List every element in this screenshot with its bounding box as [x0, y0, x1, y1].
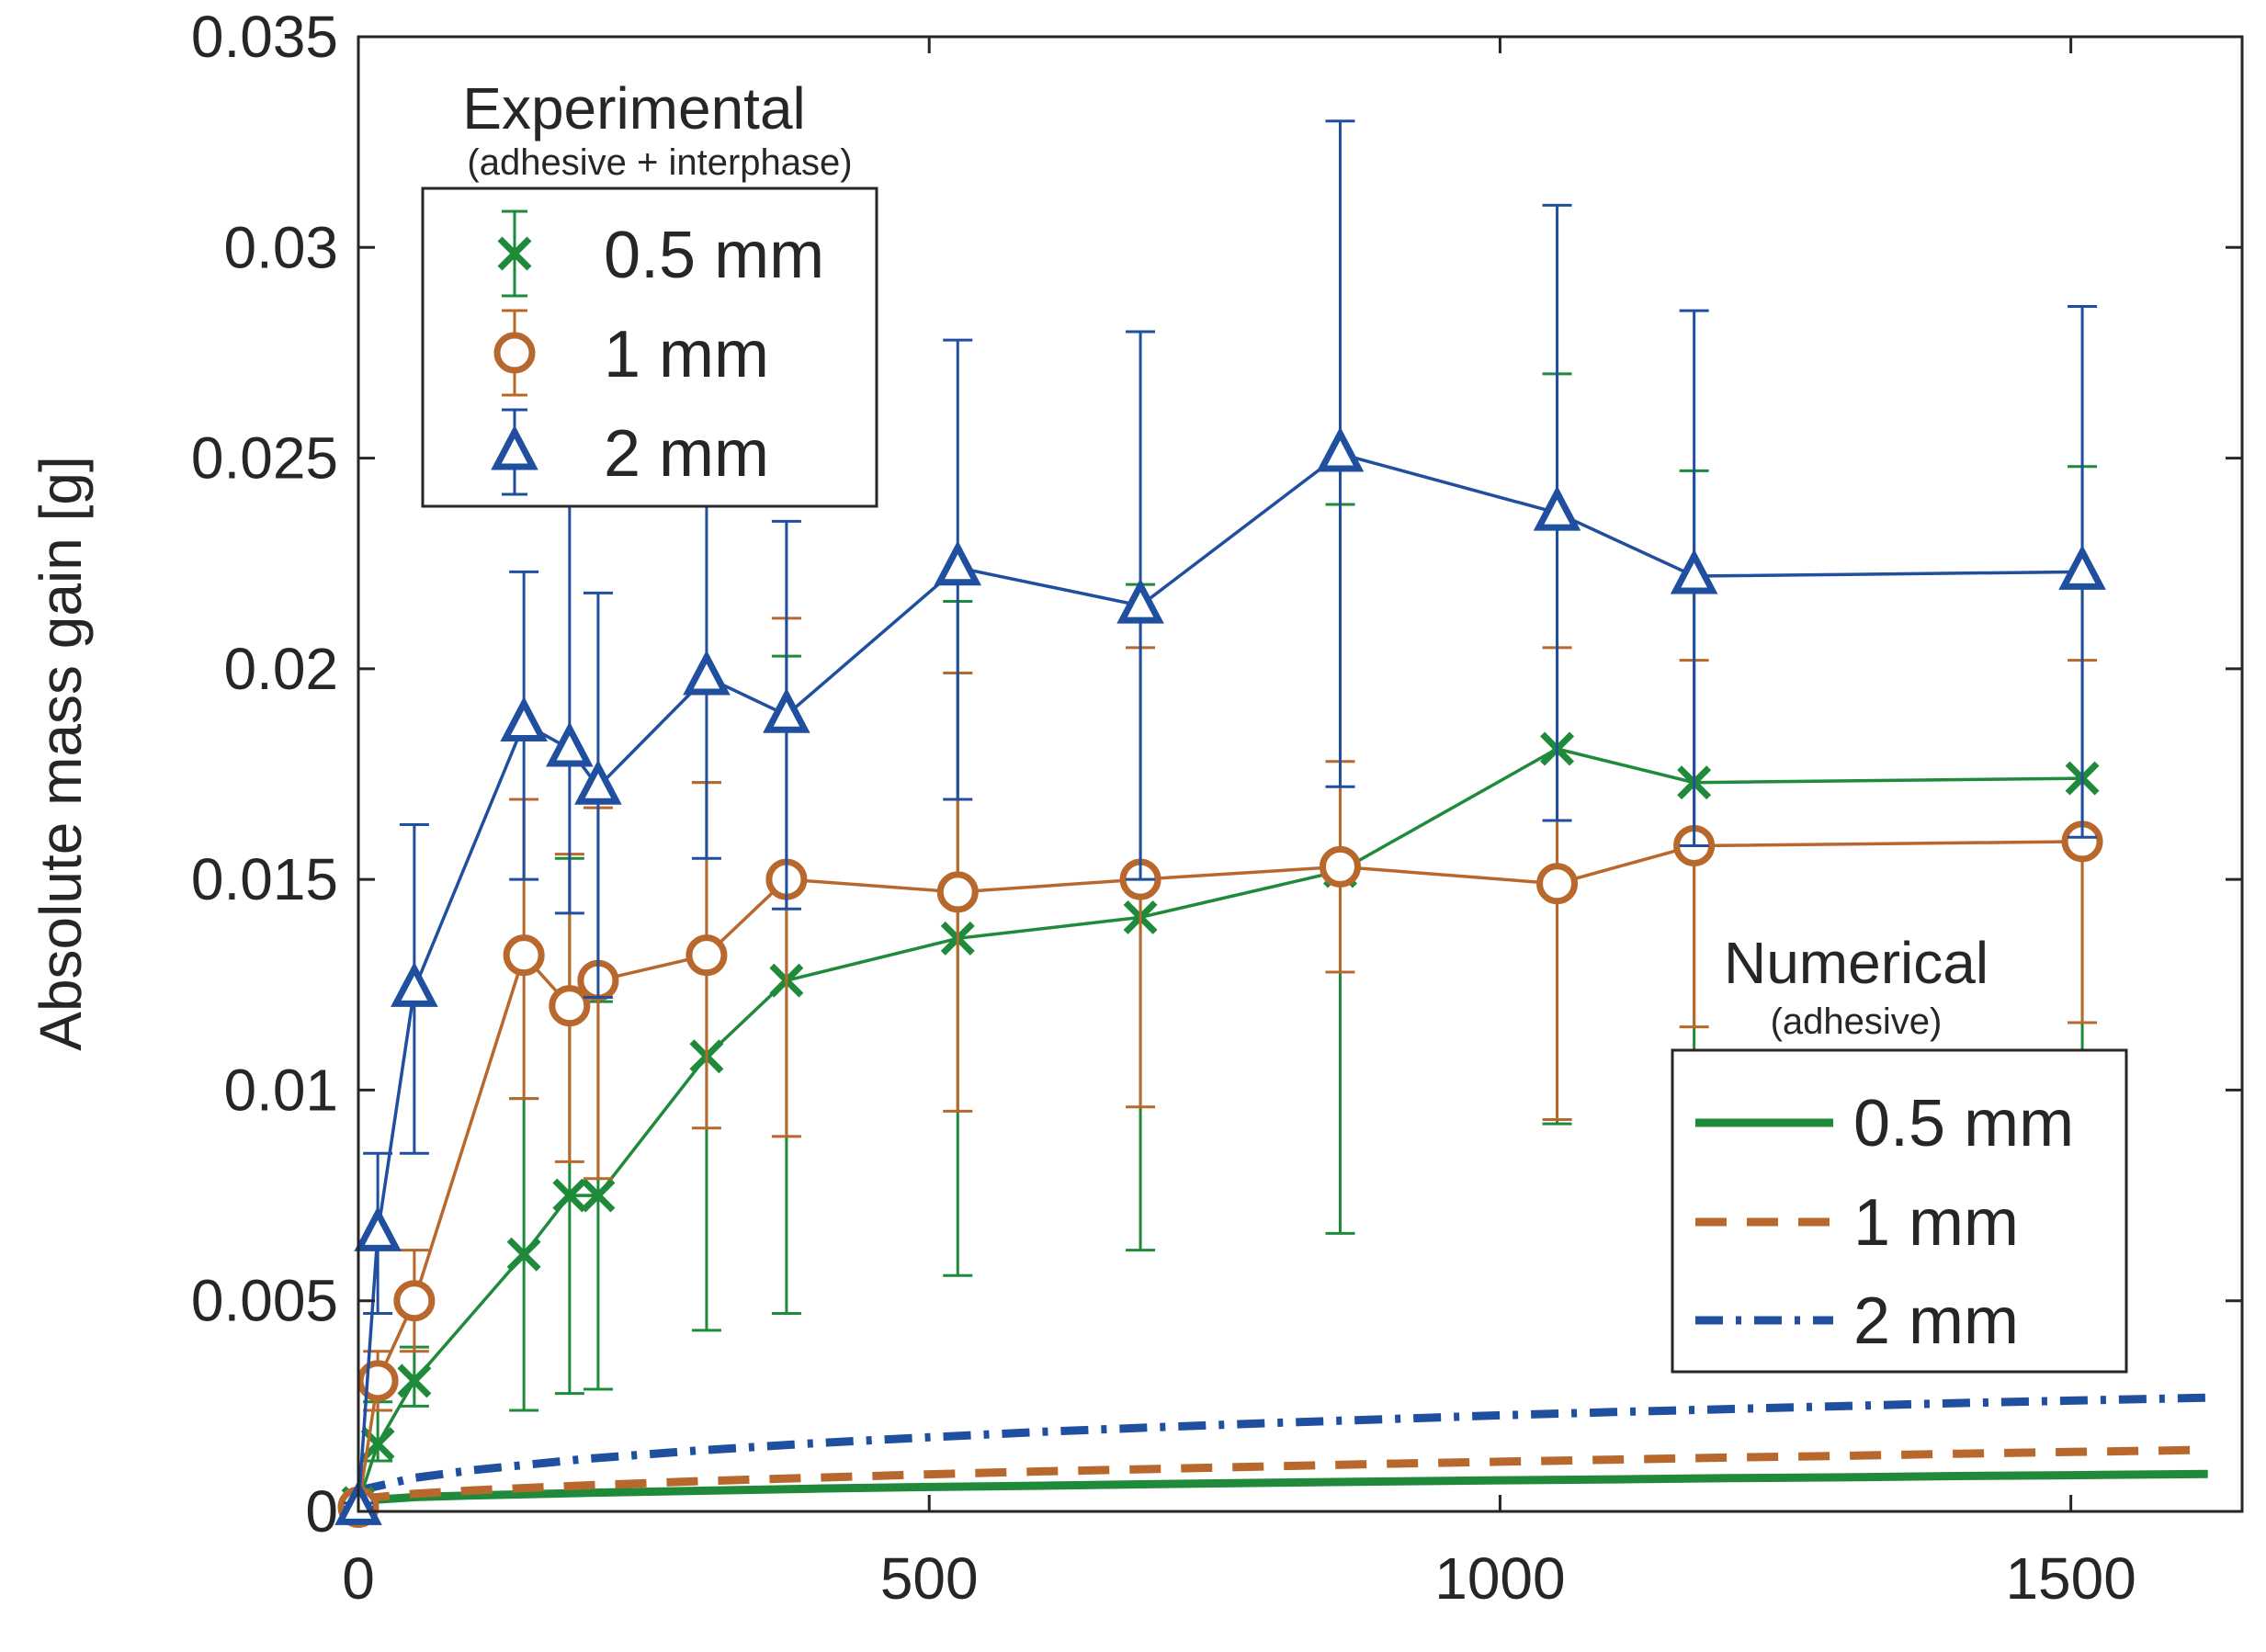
- error-bar: [554, 478, 584, 915]
- data-point: [2058, 544, 2106, 590]
- data-point: [552, 1178, 587, 1213]
- data-point: [574, 759, 622, 805]
- legend-numerical-title: Numerical: [1724, 930, 1988, 996]
- legend-experimental-symbol-0: [497, 209, 532, 298]
- experimental-line-2: [357, 452, 2083, 1508]
- data-point: [763, 687, 810, 733]
- legend-experimental-symbol-2: [491, 408, 538, 496]
- x-tick-label: 500: [880, 1545, 979, 1612]
- data-point: [1316, 426, 1365, 472]
- data-point: [683, 650, 731, 696]
- y-tick-label: 0.025: [191, 425, 338, 492]
- x-tick-label: 1000: [1434, 1545, 1565, 1612]
- data-point: [1536, 863, 1579, 905]
- data-point: [391, 961, 438, 1007]
- experimental-line-0: [357, 747, 2083, 1504]
- data-point: [1670, 549, 1718, 594]
- data-point: [354, 1205, 402, 1251]
- legend-experimental: Experimental (adhesive + interphase) 0.5…: [421, 75, 878, 508]
- numerical-curve-1: [357, 1445, 2208, 1503]
- legend-experimental-label-2: 2 mm: [604, 417, 769, 491]
- legend-numerical-box: [1671, 1048, 2128, 1374]
- y-tick-label: 0.035: [191, 4, 338, 70]
- data-point: [934, 540, 982, 586]
- data-point: [936, 871, 979, 913]
- legend-marker: [491, 424, 538, 470]
- legend-numerical: Numerical (adhesive) 0.5 mm 1 mm 2 mm: [1671, 930, 2128, 1374]
- numerical-curve-0: [357, 1469, 2208, 1505]
- legend-marker: [497, 236, 532, 271]
- y-tick-label: 0.005: [191, 1268, 338, 1334]
- data-point: [581, 1178, 616, 1213]
- legend-numerical-label-1: 1 mm: [1853, 1186, 2019, 1260]
- x-tick-label: 1500: [2005, 1545, 2136, 1612]
- data-point: [1533, 485, 1581, 531]
- data-point: [546, 721, 594, 767]
- legend-marker: [493, 332, 536, 374]
- plot-frame: [357, 35, 2244, 1513]
- data-point: [393, 1280, 436, 1322]
- y-tick-label: 0.01: [223, 1057, 338, 1123]
- legend-numerical-subtitle: (adhesive): [1771, 1001, 1943, 1042]
- data-point: [506, 1237, 541, 1272]
- data-point: [1319, 845, 1361, 888]
- y-tick-label: 0.015: [191, 846, 338, 912]
- axes: 0 500 1000 1500 0 0.005 0.01 0.015 0.02 0.025 0.03…: [191, 4, 2244, 1612]
- data-point: [503, 934, 545, 977]
- experimental-line-1: [357, 840, 2083, 1508]
- y-tick-label: 0: [305, 1478, 338, 1545]
- y-tick-label: 0.03: [223, 214, 338, 280]
- y-axis-title: Absolute mass gain [g]: [28, 456, 94, 1050]
- y-tick-label: 0.02: [223, 636, 338, 702]
- legend-numerical-label-0: 0.5 mm: [1853, 1087, 2074, 1160]
- legend-experimental-symbol-1: [493, 309, 536, 397]
- data-point: [685, 934, 728, 977]
- x-tick-label: 0: [342, 1545, 375, 1612]
- data-point: [549, 985, 591, 1027]
- legend-experimental-subtitle: (adhesive + interphase): [467, 142, 852, 183]
- data-point: [500, 696, 548, 741]
- legend-experimental-title: Experimental: [462, 75, 806, 141]
- legend-numerical-label-2: 2 mm: [1853, 1284, 2019, 1358]
- data-point: [1116, 578, 1164, 624]
- data-point: [397, 1363, 432, 1398]
- legend-experimental-label-0: 0.5 mm: [604, 219, 824, 292]
- legend-experimental-label-1: 1 mm: [604, 318, 769, 391]
